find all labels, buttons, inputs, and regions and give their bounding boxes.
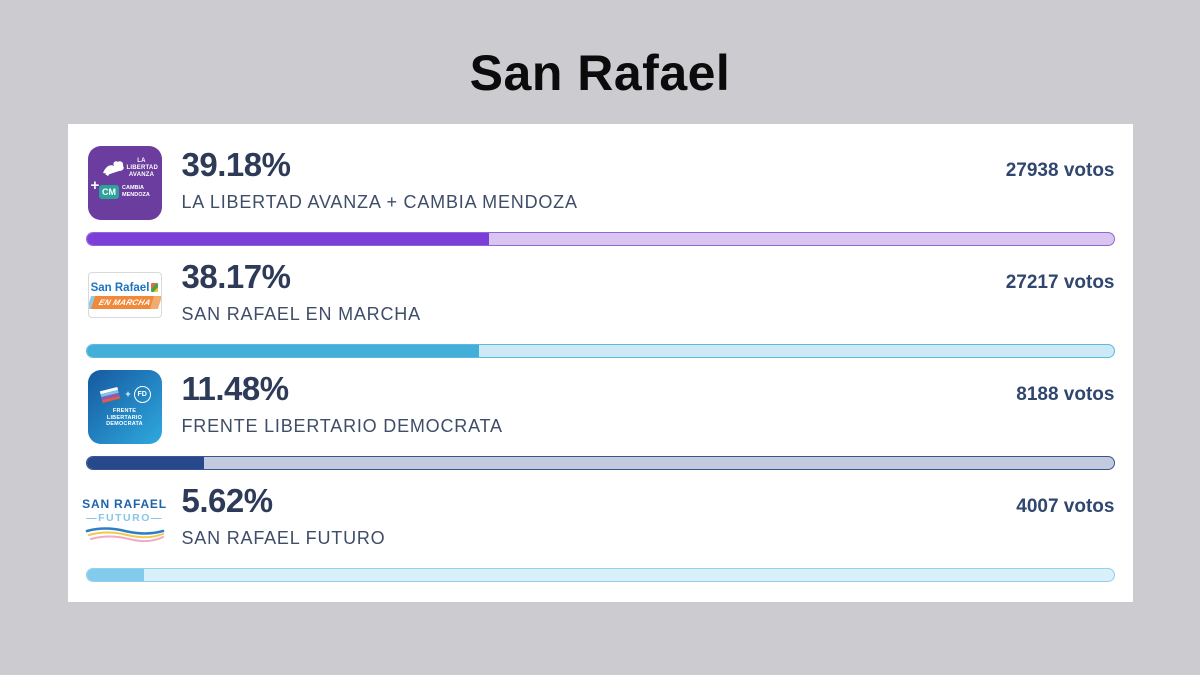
progress-bar-fill xyxy=(86,569,145,581)
party-logo-column: San Rafael EN MARCHA xyxy=(86,258,164,332)
eagle-icon xyxy=(102,161,124,177)
srm-title: San Rafael xyxy=(90,281,150,294)
votes-count: 27938 votos xyxy=(1005,160,1115,181)
fd-emblem: FD xyxy=(133,385,151,403)
party-logo-column: + LA LIBERTAD AVANZA CM CAMBIA MENDOZA xyxy=(86,146,164,220)
srf-subtitle: —FUTURO— xyxy=(86,511,163,524)
flag-icon xyxy=(151,283,159,292)
flag-icon xyxy=(100,386,121,403)
percentage-value: 5.62% xyxy=(181,482,274,519)
srm-banner: EN MARCHA xyxy=(90,295,159,309)
cm-label: CAMBIA MENDOZA xyxy=(122,185,150,198)
cm-badge: CM xyxy=(99,184,119,199)
party-name: LA LIBERTAD AVANZA + CAMBIA MENDOZA xyxy=(181,191,578,212)
party-name: SAN RAFAEL FUTURO xyxy=(181,527,386,548)
san-rafael-futuro-logo: SAN RAFAEL —FUTURO— xyxy=(82,497,167,542)
progress-bar-track xyxy=(85,568,1115,582)
result-row-lla-cm: + LA LIBERTAD AVANZA CM CAMBIA MENDOZA xyxy=(85,146,1115,246)
progress-bar-track xyxy=(85,456,1115,470)
percentage-value: 38.17% xyxy=(181,258,291,295)
srf-title: SAN RAFAEL xyxy=(82,496,167,511)
progress-bar-track xyxy=(85,344,1115,358)
results-card: + LA LIBERTAD AVANZA CM CAMBIA MENDOZA xyxy=(67,124,1133,602)
page-title: San Rafael xyxy=(469,45,731,101)
progress-bar-fill xyxy=(86,345,479,357)
percentage-value: 39.18% xyxy=(181,146,291,183)
fld-label: FRENTE LIBERTARIO DEMOCRATA xyxy=(106,407,143,428)
lla-label: LA LIBERTAD AVANZA xyxy=(126,158,158,178)
frente-libertario-logo: + FD FRENTE LIBERTARIO DEMOCRATA xyxy=(87,370,162,444)
party-name: FRENTE LIBERTARIO DEMOCRATA xyxy=(181,415,503,436)
party-logo-column: + FD FRENTE LIBERTARIO DEMOCRATA xyxy=(86,370,164,444)
progress-bar-track xyxy=(85,232,1115,246)
percentage-value: 11.48% xyxy=(181,370,290,407)
progress-bar-fill xyxy=(86,233,489,245)
result-row-san-rafael-en-marcha: San Rafael EN MARCHA 38.17% SAN RAFAEL E… xyxy=(85,258,1115,358)
waves-icon xyxy=(85,526,164,542)
result-row-frente-libertario: + FD FRENTE LIBERTARIO DEMOCRATA 11.48% … xyxy=(85,370,1115,470)
lla-cm-logo: + LA LIBERTAD AVANZA CM CAMBIA MENDOZA xyxy=(87,146,162,220)
votes-count: 8188 votos xyxy=(1016,384,1115,405)
votes-count: 4007 votos xyxy=(1016,496,1115,517)
votes-count: 27217 votos xyxy=(1005,272,1115,293)
san-rafael-en-marcha-logo: San Rafael EN MARCHA xyxy=(87,272,162,318)
plus-sign: + xyxy=(125,389,131,400)
party-name: SAN RAFAEL EN MARCHA xyxy=(181,303,421,324)
result-row-san-rafael-futuro: SAN RAFAEL —FUTURO— 5.62% SAN RAFAEL FUT… xyxy=(82,482,1115,582)
party-logo-column: SAN RAFAEL —FUTURO— xyxy=(82,482,166,556)
progress-bar-fill xyxy=(86,457,205,469)
plus-sign: + xyxy=(90,177,100,194)
